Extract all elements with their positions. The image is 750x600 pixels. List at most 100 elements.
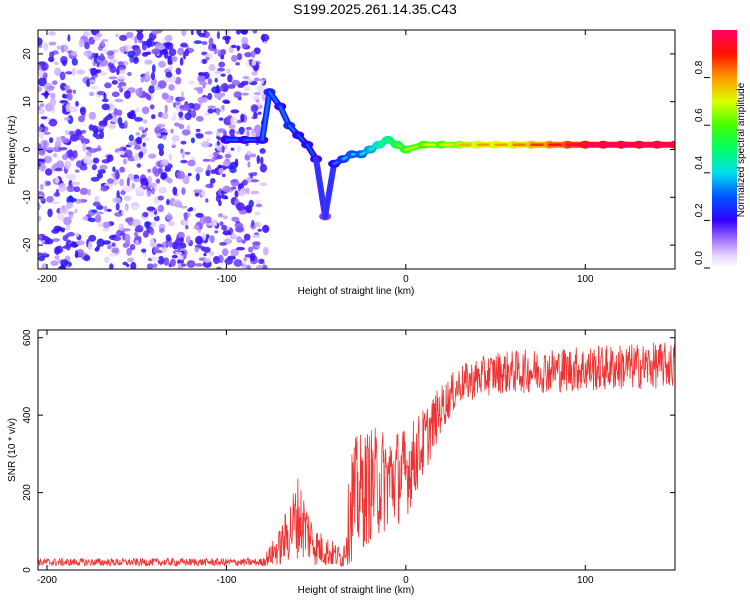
noise-blob [156,132,161,137]
noise-blob [230,44,237,49]
noise-blob [75,198,83,204]
noise-blob [38,150,46,156]
snr-ticks: -200 -100 0 100 0 200 400 600 [22,329,675,586]
noise-blob [134,36,138,44]
noise-blob [90,85,99,90]
noise-blob [106,50,115,56]
noise-blob [190,137,195,144]
noise-blob [207,92,213,101]
noise-blob [203,252,207,257]
noise-blob [259,148,266,154]
noise-blob [101,98,109,103]
noise-blob [117,150,126,156]
noise-blob [224,144,228,150]
noise-blob [224,257,233,265]
noise-blob [48,121,56,126]
signal-ridge [220,88,675,221]
noise-blob [138,151,144,159]
noise-blob [262,246,269,256]
noise-blob [236,30,241,35]
noise-blob [235,62,241,66]
noise-blob [166,178,173,184]
noise-blob [116,67,120,76]
noise-blob [107,244,112,250]
noise-blob [240,30,249,35]
noise-blob [74,208,78,214]
noise-blob [181,129,191,136]
noise-blob [144,221,151,229]
noise-blob [68,211,74,219]
noise-blob [79,165,88,171]
noise-blob [215,107,221,116]
noise-blob [250,179,259,183]
noise-blob [67,34,71,42]
snr-xtick-label: -200 [37,575,57,586]
noise-blob [121,210,125,214]
noise-blob [184,112,192,121]
noise-blob [217,67,225,72]
noise-blob [66,185,75,193]
noise-blob [214,230,219,234]
noise-blob [45,238,54,245]
noise-blob [189,207,193,212]
noise-blob [119,166,125,173]
noise-blob [257,111,262,115]
noise-blob [38,77,47,87]
noise-blob [127,50,136,58]
noise-blob [221,173,226,178]
colorbar-tick-label: 0.8 [694,60,705,74]
noise-blob [67,149,74,158]
noise-blob [241,80,249,86]
noise-blob [63,216,72,226]
noise-blob [117,61,124,66]
noise-blob [209,251,215,256]
noise-blob [236,145,242,153]
noise-blob [157,80,167,89]
noise-blob [181,149,185,159]
noise-blob [256,264,263,269]
noise-blob [161,246,168,253]
noise-blob [158,60,166,68]
noise-blob [149,227,155,236]
noise-blob [76,240,85,246]
noise-blob [157,204,165,213]
noise-blob [69,134,79,142]
noise-blob [148,85,155,94]
noise-blob [147,175,152,184]
noise-blob [46,85,55,90]
snr-ytick-label: 600 [22,329,33,346]
ridge-point [669,140,675,149]
noise-blob [249,153,257,158]
noise-blob [54,144,60,149]
noise-blob [96,172,103,179]
noise-blob [163,257,170,266]
noise-blob [39,103,45,108]
noise-blob [58,182,67,192]
noise-blob [95,33,103,38]
noise-blob [251,59,257,66]
noise-blob [90,67,98,76]
noise-blob [133,145,141,150]
noise-blob [126,177,130,187]
noise-blob [142,142,146,147]
noise-blob [83,50,93,57]
noise-blob [61,59,67,67]
noise-blob [168,153,173,161]
noise-blob [181,30,187,37]
noise-blob [127,71,132,77]
noise-blob [253,221,261,228]
noise-blob [43,155,53,164]
noise-blob [243,130,247,136]
noise-blob [195,173,200,182]
noise-blob [247,176,252,184]
noise-blob [206,138,210,142]
noise-blob [151,256,160,262]
noise-blob [83,31,91,37]
noise-blob [252,105,259,111]
spectrogram-ytick-label: 0 [22,146,33,152]
noise-blob [138,126,145,131]
noise-blob [135,239,139,246]
noise-blob [87,241,93,251]
noise-blob [77,135,85,141]
